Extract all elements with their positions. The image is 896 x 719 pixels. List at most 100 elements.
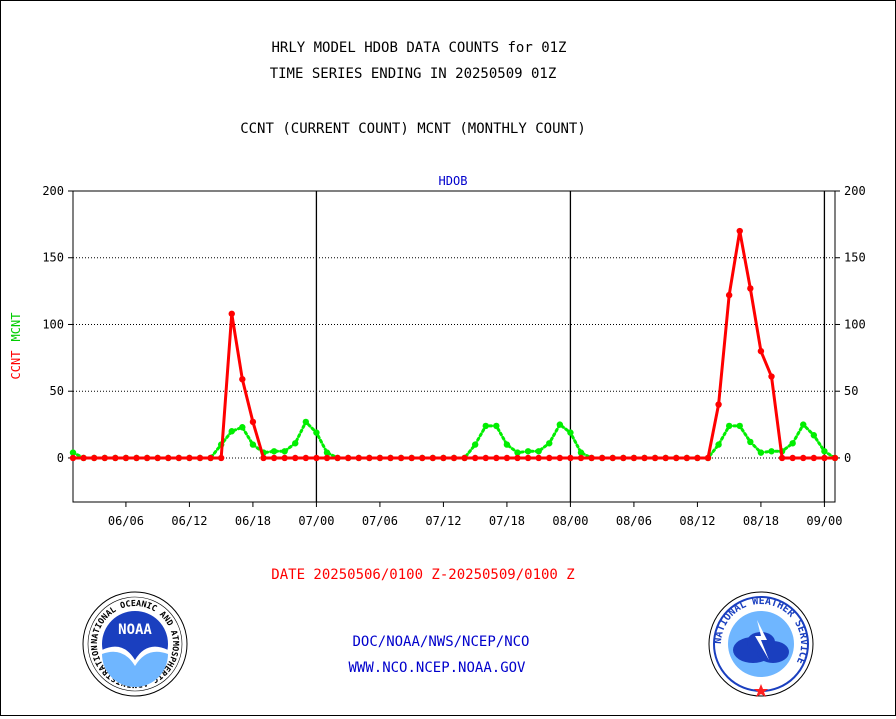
point-ccnt-72 (831, 454, 839, 462)
point-ccnt-34 (429, 454, 437, 462)
chart-title-line1: HRLY MODEL HDOB DATA COUNTS for 01Z (271, 40, 566, 56)
point-ccnt-1 (80, 454, 87, 462)
point-ccnt-63 (736, 227, 743, 235)
point-ccnt-50 (598, 454, 606, 462)
point-mcnt-40 (493, 422, 500, 430)
point-mcnt-45 (546, 440, 553, 447)
point-ccnt-32 (408, 454, 415, 462)
point-ccnt-25 (334, 454, 341, 462)
chart-title-line3: CCNT (CURRENT COUNT) MCNT (MONTHLY COUNT… (240, 121, 586, 137)
point-ccnt-39 (482, 454, 489, 462)
point-ccnt-18 (260, 454, 267, 462)
ytick-label-left-0: 0 (57, 451, 64, 465)
point-ccnt-12 (196, 454, 204, 462)
point-ccnt-65 (757, 347, 765, 355)
point-ccnt-53 (630, 454, 638, 462)
ytick-label-right-100: 100 (844, 317, 866, 331)
xtick-label-08-12: 08/12 (679, 514, 715, 528)
point-ccnt-27 (355, 454, 362, 462)
point-ccnt-10 (175, 454, 183, 462)
point-mcnt-41 (503, 441, 511, 448)
point-ccnt-61 (715, 401, 722, 408)
point-mcnt-42 (514, 449, 521, 456)
point-ccnt-29 (376, 454, 384, 462)
noaa-wordmark: NOAA (118, 622, 152, 638)
point-ccnt-55 (651, 454, 659, 462)
xtick-label-08-06: 08/06 (616, 514, 652, 528)
point-ccnt-14 (217, 454, 225, 462)
nws-logo: NATIONAL WEATHER SERVICE (708, 591, 814, 697)
point-ccnt-30 (387, 454, 394, 462)
panel-label: HDOB (439, 174, 468, 188)
point-ccnt-56 (662, 454, 669, 462)
point-ccnt-5 (122, 454, 130, 462)
point-ccnt-49 (588, 454, 595, 462)
ytick-label-right-0: 0 (844, 451, 851, 465)
point-mcnt-61 (715, 441, 722, 448)
ytick-label-right-200: 200 (844, 184, 866, 198)
point-mcnt-69 (800, 421, 807, 428)
point-mcnt-47 (567, 429, 574, 436)
point-ccnt-64 (747, 285, 754, 292)
point-ccnt-11 (186, 454, 193, 462)
point-ccnt-2 (90, 454, 98, 462)
point-ccnt-69 (800, 454, 807, 462)
point-ccnt-9 (165, 454, 172, 462)
point-ccnt-43 (524, 454, 532, 462)
website-link[interactable]: WWW.NCO.NCEP.NOAA.GOV (348, 660, 526, 676)
point-mcnt-39 (482, 422, 489, 430)
point-ccnt-7 (143, 454, 151, 462)
point-ccnt-38 (471, 454, 479, 462)
point-ccnt-33 (419, 454, 426, 462)
ylabel-ccnt: CCNT (9, 351, 23, 380)
point-ccnt-28 (366, 454, 373, 462)
series-ccnt (69, 227, 839, 462)
point-mcnt-66 (768, 448, 775, 455)
point-ccnt-40 (493, 454, 500, 462)
xtick-label-08-00: 08/00 (552, 514, 588, 528)
point-ccnt-35 (440, 454, 447, 462)
point-ccnt-22 (302, 454, 310, 462)
point-ccnt-46 (556, 454, 564, 462)
series (69, 227, 839, 462)
point-ccnt-0 (69, 454, 77, 462)
ytick-label-left-200: 200 (42, 184, 64, 198)
xtick-label-07-12: 07/12 (425, 514, 461, 528)
xtick-label-07-00: 07/00 (298, 514, 334, 528)
point-mcnt-38 (471, 441, 479, 448)
point-mcnt-22 (302, 418, 310, 426)
point-ccnt-68 (789, 454, 796, 462)
point-mcnt-19 (270, 448, 278, 455)
point-ccnt-16 (239, 376, 246, 383)
point-ccnt-8 (154, 454, 161, 462)
xtick-label-06-18: 06/18 (235, 514, 271, 528)
point-ccnt-19 (270, 454, 278, 462)
point-ccnt-20 (281, 454, 288, 462)
ylabel-mcnt: MCNT (9, 313, 23, 342)
point-ccnt-52 (620, 454, 627, 462)
point-ccnt-6 (133, 454, 140, 462)
ytick-label-right-150: 150 (844, 251, 866, 265)
series-line-ccnt (71, 229, 837, 460)
agency-path: DOC/NOAA/NWS/NCEP/NCO (352, 634, 529, 650)
point-ccnt-45 (546, 454, 553, 462)
point-ccnt-54 (641, 454, 648, 462)
point-ccnt-23 (313, 454, 320, 462)
point-ccnt-31 (397, 454, 405, 462)
point-mcnt-63 (736, 422, 743, 430)
point-ccnt-17 (249, 418, 257, 426)
point-ccnt-21 (292, 454, 299, 462)
point-ccnt-66 (768, 373, 775, 380)
date-range-label: DATE 20250506/0100 Z-20250509/0100 Z (271, 567, 574, 583)
point-ccnt-36 (450, 454, 458, 462)
point-mcnt-15 (228, 428, 235, 435)
point-ccnt-15 (228, 310, 235, 317)
point-mcnt-65 (757, 449, 765, 456)
point-ccnt-41 (503, 454, 511, 462)
point-mcnt-43 (524, 448, 532, 455)
point-ccnt-62 (725, 291, 733, 299)
ytick-label-left-50: 50 (50, 384, 64, 398)
point-ccnt-3 (101, 454, 108, 462)
point-ccnt-37 (461, 454, 468, 462)
point-ccnt-60 (704, 454, 712, 462)
